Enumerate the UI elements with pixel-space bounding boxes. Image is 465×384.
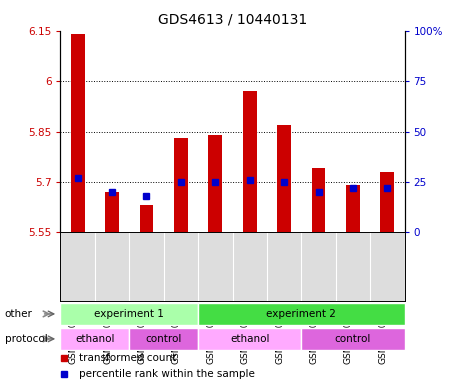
Text: experiment 1: experiment 1 xyxy=(94,309,164,319)
Text: control: control xyxy=(335,334,371,344)
Bar xyxy=(140,205,153,232)
Text: other: other xyxy=(5,309,33,319)
Text: protocol: protocol xyxy=(5,334,47,344)
Text: percentile rank within the sample: percentile rank within the sample xyxy=(80,369,255,379)
Bar xyxy=(243,91,257,232)
Bar xyxy=(380,172,394,232)
Bar xyxy=(129,328,198,350)
Title: GDS4613 / 10440131: GDS4613 / 10440131 xyxy=(158,13,307,27)
Bar xyxy=(198,328,301,350)
Bar xyxy=(277,125,291,232)
Text: experiment 2: experiment 2 xyxy=(266,309,336,319)
Bar xyxy=(346,185,360,232)
Text: ethanol: ethanol xyxy=(230,334,269,344)
Bar xyxy=(198,303,405,325)
Bar xyxy=(105,192,119,232)
Bar xyxy=(312,169,326,232)
Bar xyxy=(60,328,129,350)
Text: ethanol: ethanol xyxy=(75,334,114,344)
Bar xyxy=(60,303,198,325)
Bar xyxy=(71,34,85,232)
Text: transformed count: transformed count xyxy=(80,353,177,363)
Bar xyxy=(208,135,222,232)
Bar xyxy=(301,328,405,350)
Text: control: control xyxy=(146,334,182,344)
Bar xyxy=(174,138,188,232)
